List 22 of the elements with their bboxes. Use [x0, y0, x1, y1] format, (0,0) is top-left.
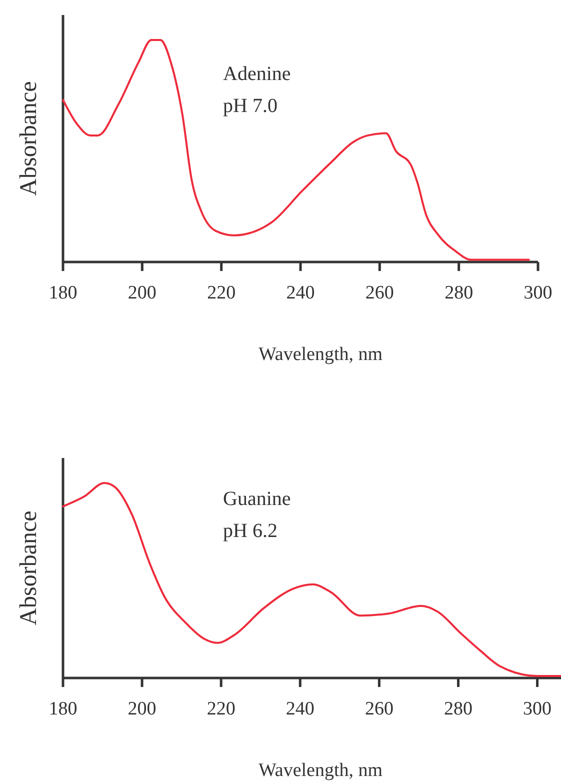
x-tick-label: 280 — [444, 282, 474, 304]
x-axis-title: Wavelength, nm — [258, 344, 383, 365]
y-axis-title: Absorbance — [16, 81, 42, 196]
x-tick-label: 300 — [523, 698, 552, 720]
annotation: Guanine — [223, 488, 291, 510]
x-tick-label: 200 — [128, 282, 156, 304]
x-tick-label: 260 — [364, 698, 394, 720]
x-tick-label: 200 — [128, 698, 156, 720]
x-tick-label: 180 — [48, 282, 78, 304]
y-axis-title: Absorbance — [16, 510, 42, 626]
x-tick-label: 260 — [365, 282, 394, 304]
x-tick-label: 220 — [206, 698, 236, 720]
x-tick-label: 300 — [524, 282, 552, 304]
x-tick-label: 220 — [207, 282, 236, 304]
x-axis-title: Wavelength, nm — [258, 760, 383, 781]
annotation: pH 7.0 — [223, 95, 278, 117]
annotation: Adenine — [223, 63, 291, 85]
annotation: pH 6.2 — [223, 520, 278, 542]
x-tick-label: 240 — [286, 282, 315, 304]
x-tick-label: 280 — [444, 698, 472, 720]
x-tick-label: 240 — [286, 698, 314, 720]
x-tick-label: 180 — [48, 698, 78, 720]
